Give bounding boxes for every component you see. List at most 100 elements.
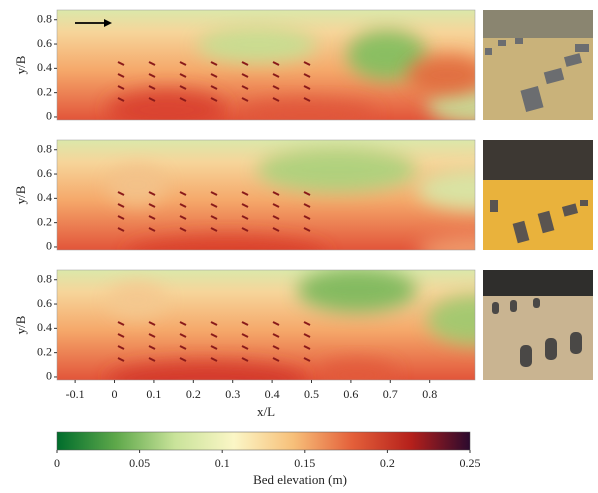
x-tick-label: 0.5 [304, 387, 319, 401]
heatmap-field [197, 27, 317, 63]
y-tick-label: 0 [46, 239, 52, 253]
obstacle [241, 61, 249, 66]
obstacle [179, 333, 187, 338]
obstacle [179, 203, 187, 208]
obstacle [303, 73, 311, 78]
x-tick-label: 0.2 [186, 387, 201, 401]
x-tick-label: -0.1 [66, 387, 85, 401]
x-tick-label: 0 [112, 387, 118, 401]
obstacle [210, 357, 218, 362]
obstacle [210, 321, 218, 326]
obstacle [148, 357, 156, 362]
obstacle [148, 321, 156, 326]
x-tick-label: 0.7 [383, 387, 398, 401]
obstacle [272, 321, 280, 326]
obstacle [210, 97, 218, 102]
obstacle [272, 227, 280, 232]
y-tick-label: 0.6 [37, 166, 52, 180]
y-tick-label: 0.2 [37, 344, 52, 358]
obstacle [241, 191, 249, 196]
obstacle [210, 227, 218, 232]
obstacle [179, 321, 187, 326]
obstacle [272, 73, 280, 78]
heatmap-field [107, 90, 227, 120]
obstacle [272, 345, 280, 350]
y-tick-label: 0.8 [37, 11, 52, 25]
obstacle [303, 203, 311, 208]
obstacle [303, 191, 311, 196]
heatmap-field [257, 148, 417, 192]
y-tick-label: 0.4 [37, 60, 52, 74]
obstacle [148, 345, 156, 350]
plot-frame [56, 269, 476, 381]
heatmap-field [297, 270, 417, 312]
obstacle [272, 333, 280, 338]
heatmap-field [107, 362, 307, 380]
obstacle [148, 61, 156, 66]
obstacle [179, 215, 187, 220]
y-axis-label: y/B [13, 315, 28, 334]
obstacle [210, 215, 218, 220]
obstacle [210, 345, 218, 350]
obstacle [303, 61, 311, 66]
obstacle [272, 61, 280, 66]
plot-frame [56, 139, 476, 251]
y-tick-label: 0.8 [37, 141, 52, 155]
heatmap [57, 140, 475, 250]
obstacle [241, 203, 249, 208]
y-tick-label: 0.2 [37, 214, 52, 228]
y-tick-label: 0.6 [37, 296, 52, 310]
heatmap-field [407, 55, 475, 95]
obstacle [241, 357, 249, 362]
y-tick-label: 0.6 [37, 36, 52, 50]
obstacle [117, 345, 125, 350]
x-tick-label: 0.4 [265, 387, 280, 401]
heatmap-field [107, 282, 167, 318]
obstacle [148, 85, 156, 90]
obstacle [117, 333, 125, 338]
photo-plates [490, 200, 588, 244]
obstacle [241, 321, 249, 326]
colorbar-tick-label: 0.05 [129, 456, 150, 470]
flow-arrow-head [104, 19, 112, 27]
obstacle [303, 215, 311, 220]
photo-wall [483, 140, 593, 180]
x-tick-label: 0.3 [225, 387, 240, 401]
obstacle [241, 333, 249, 338]
colorbar-label: Bed elevation (m) [253, 472, 347, 487]
heatmap-field [130, 237, 324, 250]
heatmap-field [427, 295, 475, 345]
obstacle [117, 357, 125, 362]
y-tick-label: 0.4 [37, 320, 52, 334]
obstacle [117, 73, 125, 78]
obstacle [272, 97, 280, 102]
photos [483, 10, 593, 380]
obstacle [303, 321, 311, 326]
obstacle [303, 97, 311, 102]
y-tick-label: 0.4 [37, 190, 52, 204]
y-tick-label: 0 [46, 369, 52, 383]
colorbar-tick-label: 0.25 [460, 456, 481, 470]
obstacle [303, 345, 311, 350]
y-axis-label: y/B [13, 55, 28, 74]
photo-plates [485, 38, 589, 112]
y-tick-label: 0.8 [37, 271, 52, 285]
colorbar-tick-label: 0.15 [294, 456, 315, 470]
y-axis-label: y/B [13, 185, 28, 204]
obstacle [303, 357, 311, 362]
heatmap-field [317, 360, 397, 380]
obstacle [303, 227, 311, 232]
obstacle [303, 333, 311, 338]
obstacle [210, 333, 218, 338]
colorbar-tick-label: 0.2 [380, 456, 395, 470]
obstacle [210, 191, 218, 196]
colorbar-tick-label: 0.1 [215, 456, 230, 470]
obstacle [210, 85, 218, 90]
x-tick-label: 0.8 [422, 387, 437, 401]
heatmap-field [417, 235, 475, 250]
y-tick-label: 0.2 [37, 84, 52, 98]
obstacle [303, 85, 311, 90]
obstacle [148, 73, 156, 78]
obstacle [179, 97, 187, 102]
